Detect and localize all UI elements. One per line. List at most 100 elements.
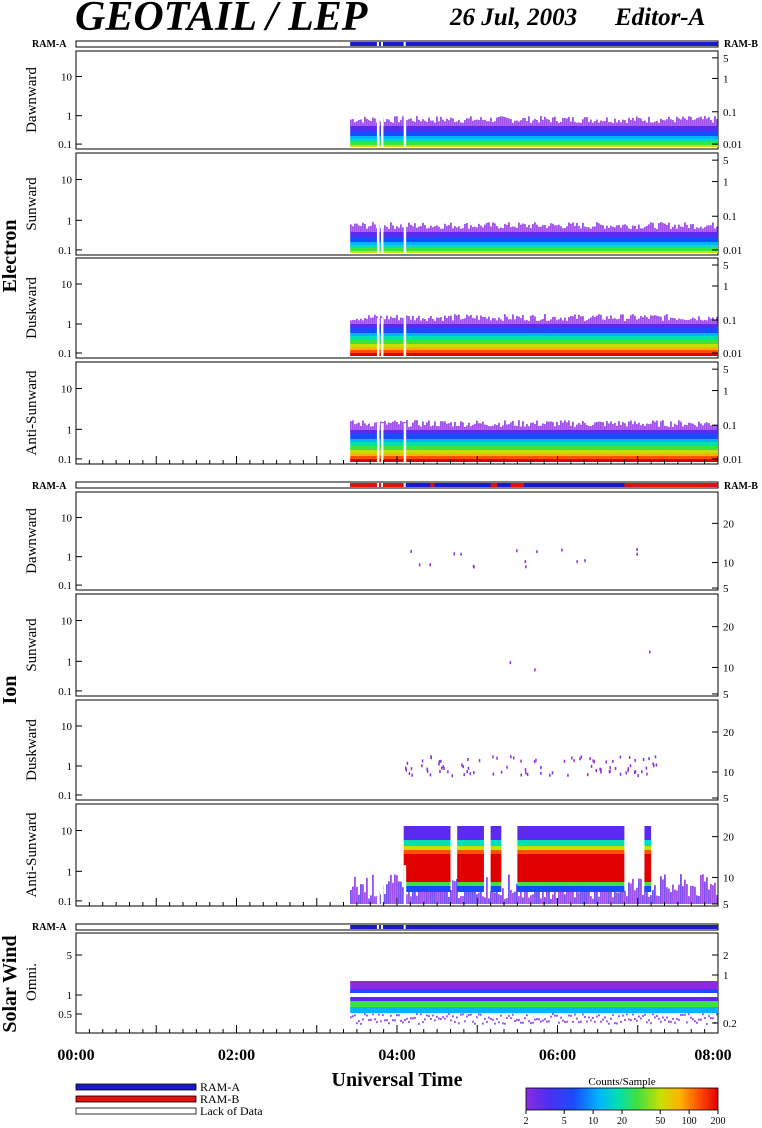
spectrogram-pixel <box>502 425 504 430</box>
spectrogram-pixel <box>660 1020 662 1023</box>
panel-label: Sunward <box>24 177 40 231</box>
spectrogram-pixel <box>698 228 700 232</box>
spectrogram-pixel <box>704 227 706 232</box>
spectrogram-pixel <box>478 119 480 126</box>
spectrogram-pixel <box>698 316 700 324</box>
spectrogram-pixel <box>684 424 686 430</box>
spectrogram-pixel <box>554 116 556 126</box>
right-tick-label: 0.01 <box>723 348 742 360</box>
spectrogram-pixel <box>694 228 696 232</box>
spectrogram-pixel <box>438 426 440 430</box>
left-ticks: 10 1 0.1 <box>58 616 82 698</box>
spectrogram-pixel <box>582 883 584 904</box>
spectrogram-pixel <box>492 884 494 904</box>
spectrogram-pixel <box>654 755 657 759</box>
spectrogram-pixel <box>700 226 702 232</box>
spectrogram-pixel <box>538 122 540 126</box>
spectrogram-pixel <box>656 1015 658 1018</box>
panel-frame <box>75 491 719 591</box>
spectrogram-pixel <box>494 318 496 324</box>
spectrogram-pixel <box>464 120 466 126</box>
spectrogram-pixel <box>566 320 568 324</box>
spectrogram-pixel <box>420 226 422 232</box>
data-gap <box>380 214 384 253</box>
spectrogram-pixel <box>448 896 450 904</box>
panel-frame <box>75 257 719 359</box>
spectrogram-band <box>350 333 718 336</box>
spectrogram-pixel <box>458 898 460 904</box>
spectrogram-pixel <box>668 116 670 126</box>
spectrogram-pixel <box>612 122 614 126</box>
spectrogram-pixel <box>566 118 568 126</box>
spectrogram-pixel <box>488 121 490 126</box>
spectrogram-pixel <box>439 770 441 774</box>
spectrogram-pixel <box>486 1020 488 1023</box>
right-tick-label: 1 <box>723 970 729 982</box>
spectrogram-pixel <box>672 426 674 430</box>
data-gap <box>403 214 407 253</box>
spectrogram-pixel <box>642 423 644 430</box>
spectrogram-pixel <box>710 318 712 324</box>
spectrogram-pixel <box>388 228 390 232</box>
spectrogram-pixel <box>492 1018 494 1021</box>
spectrogram-pixel <box>678 420 680 430</box>
spectrogram-pixel <box>504 223 506 232</box>
spectrogram-pixel <box>708 889 710 904</box>
spectrogram-pixel <box>370 426 372 430</box>
spectrogram-pixel <box>567 773 569 777</box>
spectrogram-pixel <box>494 424 496 430</box>
right-tick-label: 5 <box>723 53 729 65</box>
spectrogram-pixel <box>514 226 516 232</box>
spectrogram-pixel <box>386 1019 388 1022</box>
left-tick-label: 1 <box>67 215 73 227</box>
spectrogram-pixel <box>542 119 544 126</box>
spectrogram-pixel <box>646 225 648 232</box>
spectrogram-pixel <box>628 882 630 904</box>
spectrogram-pixel <box>584 559 586 563</box>
spectrogram-pixel <box>638 1015 640 1018</box>
spectrogram-pixel <box>474 1022 476 1025</box>
spectrogram-pixel <box>506 316 508 324</box>
spectrogram-pixel <box>374 1018 376 1021</box>
spectrogram-pixel <box>398 1014 400 1017</box>
spectrogram-pixel <box>422 318 424 324</box>
panel-ion-anti-sunward: Anti-Sunward 10 1 0.1 20 10 5 <box>24 803 735 911</box>
spectrogram-pixel <box>620 227 622 232</box>
spectrogram-pixel <box>606 316 608 324</box>
panel-solarwind-omni: Omni. 510.5 210.2 <box>24 932 737 1034</box>
data-gap <box>380 865 384 904</box>
spectrogram-pixel <box>662 879 664 904</box>
spectrogram-band <box>350 248 718 251</box>
left-tick-label: 1 <box>67 111 73 123</box>
spectrogram-pixel <box>600 120 602 126</box>
left-tick-label: 1 <box>67 656 73 668</box>
spectrogram-pixel <box>467 766 470 770</box>
spectrogram-pixel <box>648 1019 650 1022</box>
spectrogram-pixel <box>429 773 432 777</box>
spectrogram <box>410 548 638 569</box>
spectrogram-pixel <box>478 892 480 904</box>
spectrogram-pixel <box>454 314 456 324</box>
spectrogram-pixel <box>418 119 420 126</box>
spectrogram-pixel <box>606 225 608 232</box>
right-ticks: 20 10 5 <box>712 622 735 701</box>
spectrogram-pixel <box>354 122 356 126</box>
spectrogram-pixel <box>676 319 678 324</box>
spectrogram-pixel <box>638 878 640 904</box>
spectrogram-pixel <box>350 421 352 430</box>
spectrogram-pixel <box>672 884 674 904</box>
spectrogram-pixel <box>558 224 560 232</box>
panel-ion-dawnward: Dawnward 10 1 0.1 20 10 5 <box>24 491 735 595</box>
spectrogram-pixel <box>620 424 622 430</box>
data-gap <box>403 865 407 904</box>
spectrogram-pixel <box>544 116 546 126</box>
spectrogram-pixel <box>510 755 512 759</box>
spectrogram-pixel <box>410 118 412 126</box>
spectrogram-band <box>490 850 502 854</box>
spectrogram-pixel <box>356 121 358 126</box>
spectrogram-pixel <box>406 120 408 126</box>
spectrogram-pixel <box>506 765 508 769</box>
spectrogram-pixel <box>400 1019 402 1022</box>
spectrogram-pixel <box>708 423 710 430</box>
spectrogram-pixel <box>654 227 656 232</box>
